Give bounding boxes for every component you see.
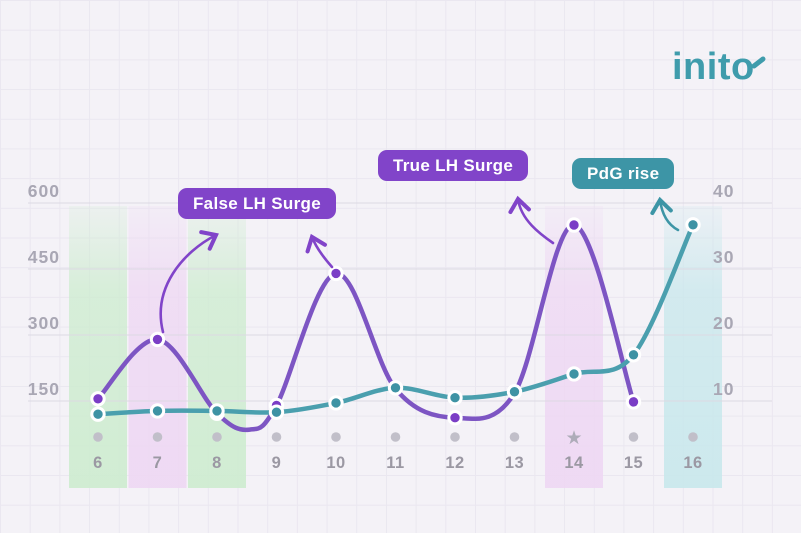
lh-point-day-15	[625, 394, 642, 410]
y-tick-label: 40	[713, 181, 734, 201]
arrow-true-surge-day14-icon	[508, 195, 555, 245]
dot-marker-day-11	[390, 432, 401, 442]
lh-point-day-12	[447, 410, 463, 426]
day-label-15: 15	[624, 454, 643, 472]
y-tick-label: 600	[28, 181, 60, 201]
y-tick-label: 20	[713, 313, 734, 333]
arrow-false-surge-day7-icon	[159, 230, 219, 334]
lh-point-day-14	[566, 217, 582, 233]
y-tick-label: 10	[713, 379, 734, 399]
lh-point-day-10	[328, 265, 344, 282]
pdg-point-day-10	[328, 395, 344, 411]
y-tick-label: 30	[713, 247, 734, 267]
dot-marker-day-9	[271, 432, 282, 442]
lh-point-day-6	[90, 391, 106, 407]
lh-point-day-7	[149, 331, 166, 348]
day-label-6: 6	[93, 454, 103, 472]
dot-marker-day-15	[628, 432, 639, 442]
day-label-9: 9	[272, 454, 282, 472]
day-label-10: 10	[326, 454, 345, 472]
pdg-point-day-7	[149, 403, 166, 419]
inito-logo-text: inito	[672, 46, 755, 88]
star-marker-day-14: ★	[565, 428, 582, 449]
y-tick-label: 150	[28, 379, 60, 399]
pdg-point-day-15	[625, 347, 642, 363]
pdg-rise-badge: PdG rise	[572, 158, 675, 189]
lh-line	[95, 222, 636, 433]
y-tick-label: 300	[28, 313, 60, 333]
dot-marker-day-10	[331, 432, 341, 442]
y-tick-label: 450	[28, 247, 60, 267]
day-label-14: 14	[564, 454, 584, 472]
day-label-8: 8	[212, 454, 222, 472]
dot-marker-day-6	[93, 432, 103, 442]
pdg-point-day-9	[268, 404, 285, 420]
data-series-lines	[90, 217, 701, 433]
band-day-6	[69, 206, 127, 488]
y-axis-tick-labels: 600 450 300 150 40 30 20 10	[28, 181, 734, 399]
day-label-16: 16	[683, 454, 702, 472]
pdg-point-day-13	[506, 384, 523, 400]
day-label-13: 13	[505, 454, 524, 472]
pdg-point-day-16	[685, 217, 701, 233]
dot-marker-day-16	[688, 432, 698, 442]
true-lh-surge-badge: True LH Surge	[378, 150, 529, 181]
day-label-11: 11	[386, 454, 404, 472]
pdg-point-day-8	[209, 403, 225, 419]
dot-marker-day-13	[509, 432, 520, 442]
annotation-arrows	[159, 195, 680, 334]
pdg-line	[95, 222, 696, 417]
inito-logo-o-tail-icon	[751, 56, 766, 69]
pdg-point-day-14	[566, 366, 582, 382]
pdg-point-day-6	[90, 406, 106, 422]
inito-logo: inito	[672, 46, 767, 89]
pdg-point-day-12	[447, 390, 463, 406]
pdg-point-day-11	[387, 380, 404, 396]
x-axis-day-labels: 6 7 8 9 10 11 12 13 ★ 14 15 16	[93, 428, 702, 472]
dot-marker-day-8	[212, 432, 222, 442]
day-highlight-bands	[69, 206, 722, 488]
arrow-false-surge-day10-icon	[305, 233, 334, 269]
dot-marker-day-7	[152, 432, 163, 442]
day-label-7: 7	[153, 454, 163, 472]
false-lh-surge-badge: False LH Surge	[178, 188, 336, 219]
dot-marker-day-12	[450, 432, 460, 442]
arrow-pdg-rise-day16-icon	[650, 196, 680, 232]
day-label-12: 12	[445, 454, 464, 472]
